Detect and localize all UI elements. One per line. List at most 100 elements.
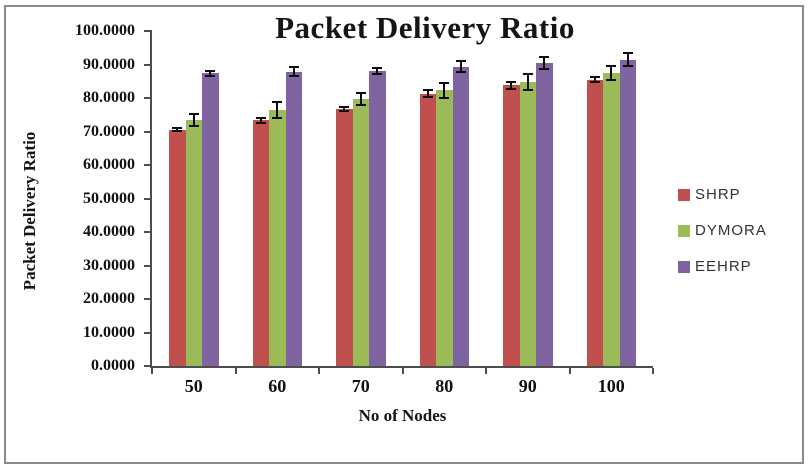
bar-eehrp-100 (619, 59, 636, 366)
y-tick-label: 10.0000 (83, 323, 135, 341)
error-bar-line (259, 118, 262, 123)
y-tick-label: 70.0000 (83, 122, 135, 140)
error-bar-line (593, 78, 596, 81)
error-bar-shrp-100 (589, 76, 600, 83)
y-tick-mark (144, 164, 152, 166)
bar-eehrp-50 (202, 73, 219, 366)
legend-swatch-shrp (678, 188, 690, 201)
y-tick-label: 100.0000 (75, 22, 135, 39)
x-tick-mark (318, 368, 320, 374)
error-bar-line (626, 54, 629, 66)
error-bar-line (209, 71, 212, 75)
error-bar-line (192, 114, 195, 126)
bar-eehrp-80 (452, 66, 469, 366)
y-tick-label: 30.0000 (83, 256, 135, 274)
x-tick-label: 80 (435, 376, 454, 396)
bar-dymora-80 (436, 90, 453, 366)
legend-swatch-dymora (678, 224, 690, 237)
bar-shrp-100 (586, 79, 603, 366)
legend-item-dymora: DYMORA (678, 222, 803, 239)
bar-dymora-90 (519, 81, 536, 366)
y-axis-line (150, 31, 152, 368)
y-tick-mark (144, 231, 152, 233)
y-tick-mark (144, 298, 152, 300)
error-bar-dymora-90 (522, 72, 533, 92)
y-tick-mark (144, 30, 152, 32)
error-bar-dymora-50 (188, 112, 199, 128)
y-tick-mark (144, 365, 152, 367)
error-bar-line (510, 82, 513, 88)
x-tick-mark (151, 368, 153, 374)
y-tick-label: 40.0000 (83, 223, 135, 240)
x-tick-mark (485, 368, 487, 374)
error-bar-line (526, 74, 529, 90)
legend-item-shrp: SHRP (678, 186, 803, 203)
error-bar-line (343, 108, 346, 110)
error-bar-line (276, 103, 279, 118)
y-tick-mark (144, 264, 152, 267)
error-bar-eehrp-60 (288, 65, 299, 78)
error-bar-shrp-70 (339, 106, 350, 112)
y-axis-title: Packet Delivery Ratio (20, 131, 39, 291)
bar-shrp-50 (169, 129, 186, 366)
bar-shrp-70 (336, 109, 353, 366)
bar-eehrp-60 (285, 71, 302, 366)
y-tick-label: 0.0000 (91, 357, 135, 374)
x-tick-label: 50 (184, 376, 203, 396)
y-tick-label: 80.0000 (83, 89, 135, 106)
bar-dymora-60 (269, 110, 286, 366)
error-bar-line (610, 66, 613, 79)
error-bar-dymora-100 (606, 64, 617, 81)
error-bar-line (359, 94, 362, 104)
error-bar-shrp-50 (172, 127, 183, 133)
x-axis-title: No of Nodes (358, 406, 447, 425)
bar-dymora-70 (352, 99, 369, 366)
legend-item-eehrp: EEHRP (678, 258, 803, 275)
error-bar-line (176, 129, 179, 131)
x-tick-label: 100 (597, 376, 625, 396)
legend-swatch-eehrp (678, 260, 690, 273)
bar-shrp-90 (503, 85, 520, 366)
error-bar-line (376, 69, 379, 74)
y-tick-label: 60.0000 (83, 156, 135, 173)
legend-label-dymora: DYMORA (695, 222, 767, 239)
y-tick-label: 50.0000 (83, 189, 135, 207)
y-tick-mark (144, 331, 152, 334)
chart-title: Packet Delivery Ratio (275, 10, 575, 45)
bar-shrp-60 (252, 120, 269, 366)
x-tick-label: 60 (268, 376, 287, 396)
error-bar-shrp-60 (255, 116, 266, 125)
y-tick-mark (144, 97, 152, 99)
bar-eehrp-90 (536, 63, 553, 366)
x-tick-mark (568, 368, 571, 374)
error-bar-dymora-60 (272, 101, 283, 120)
error-bar-shrp-80 (422, 89, 433, 98)
error-bar-eehrp-100 (622, 52, 633, 68)
error-bar-dymora-70 (355, 92, 366, 106)
error-bar-eehrp-80 (455, 59, 466, 74)
error-bar-shrp-90 (506, 80, 517, 90)
plot-area: 0.0000 10.0000 20.0000 30.0000 40.0000 50.000… (75, 22, 654, 396)
x-tick-mark (401, 368, 404, 374)
error-bar-line (459, 61, 462, 72)
bar-eehrp-70 (369, 71, 386, 366)
error-bar-dymora-80 (439, 81, 450, 99)
error-bar-eehrp-70 (372, 67, 383, 76)
bar-shrp-80 (419, 93, 436, 366)
x-tick-mark (652, 368, 654, 374)
y-tick-label: 90.0000 (83, 55, 135, 73)
y-tick-mark (144, 130, 152, 133)
x-tick-label: 90 (518, 376, 537, 396)
x-tick-label: 70 (351, 376, 370, 396)
error-bar-line (443, 83, 446, 97)
bar-dymora-100 (603, 72, 620, 366)
error-bar-line (426, 91, 429, 96)
legend-label-eehrp: EEHRP (695, 258, 752, 275)
x-tick-mark (234, 368, 237, 374)
legend: SHRP DYMORA EEHRP (678, 186, 803, 295)
error-bar-eehrp-50 (205, 69, 216, 77)
bar-dymora-50 (185, 120, 202, 366)
y-tick-mark (144, 63, 152, 66)
y-tick-mark (144, 197, 152, 200)
